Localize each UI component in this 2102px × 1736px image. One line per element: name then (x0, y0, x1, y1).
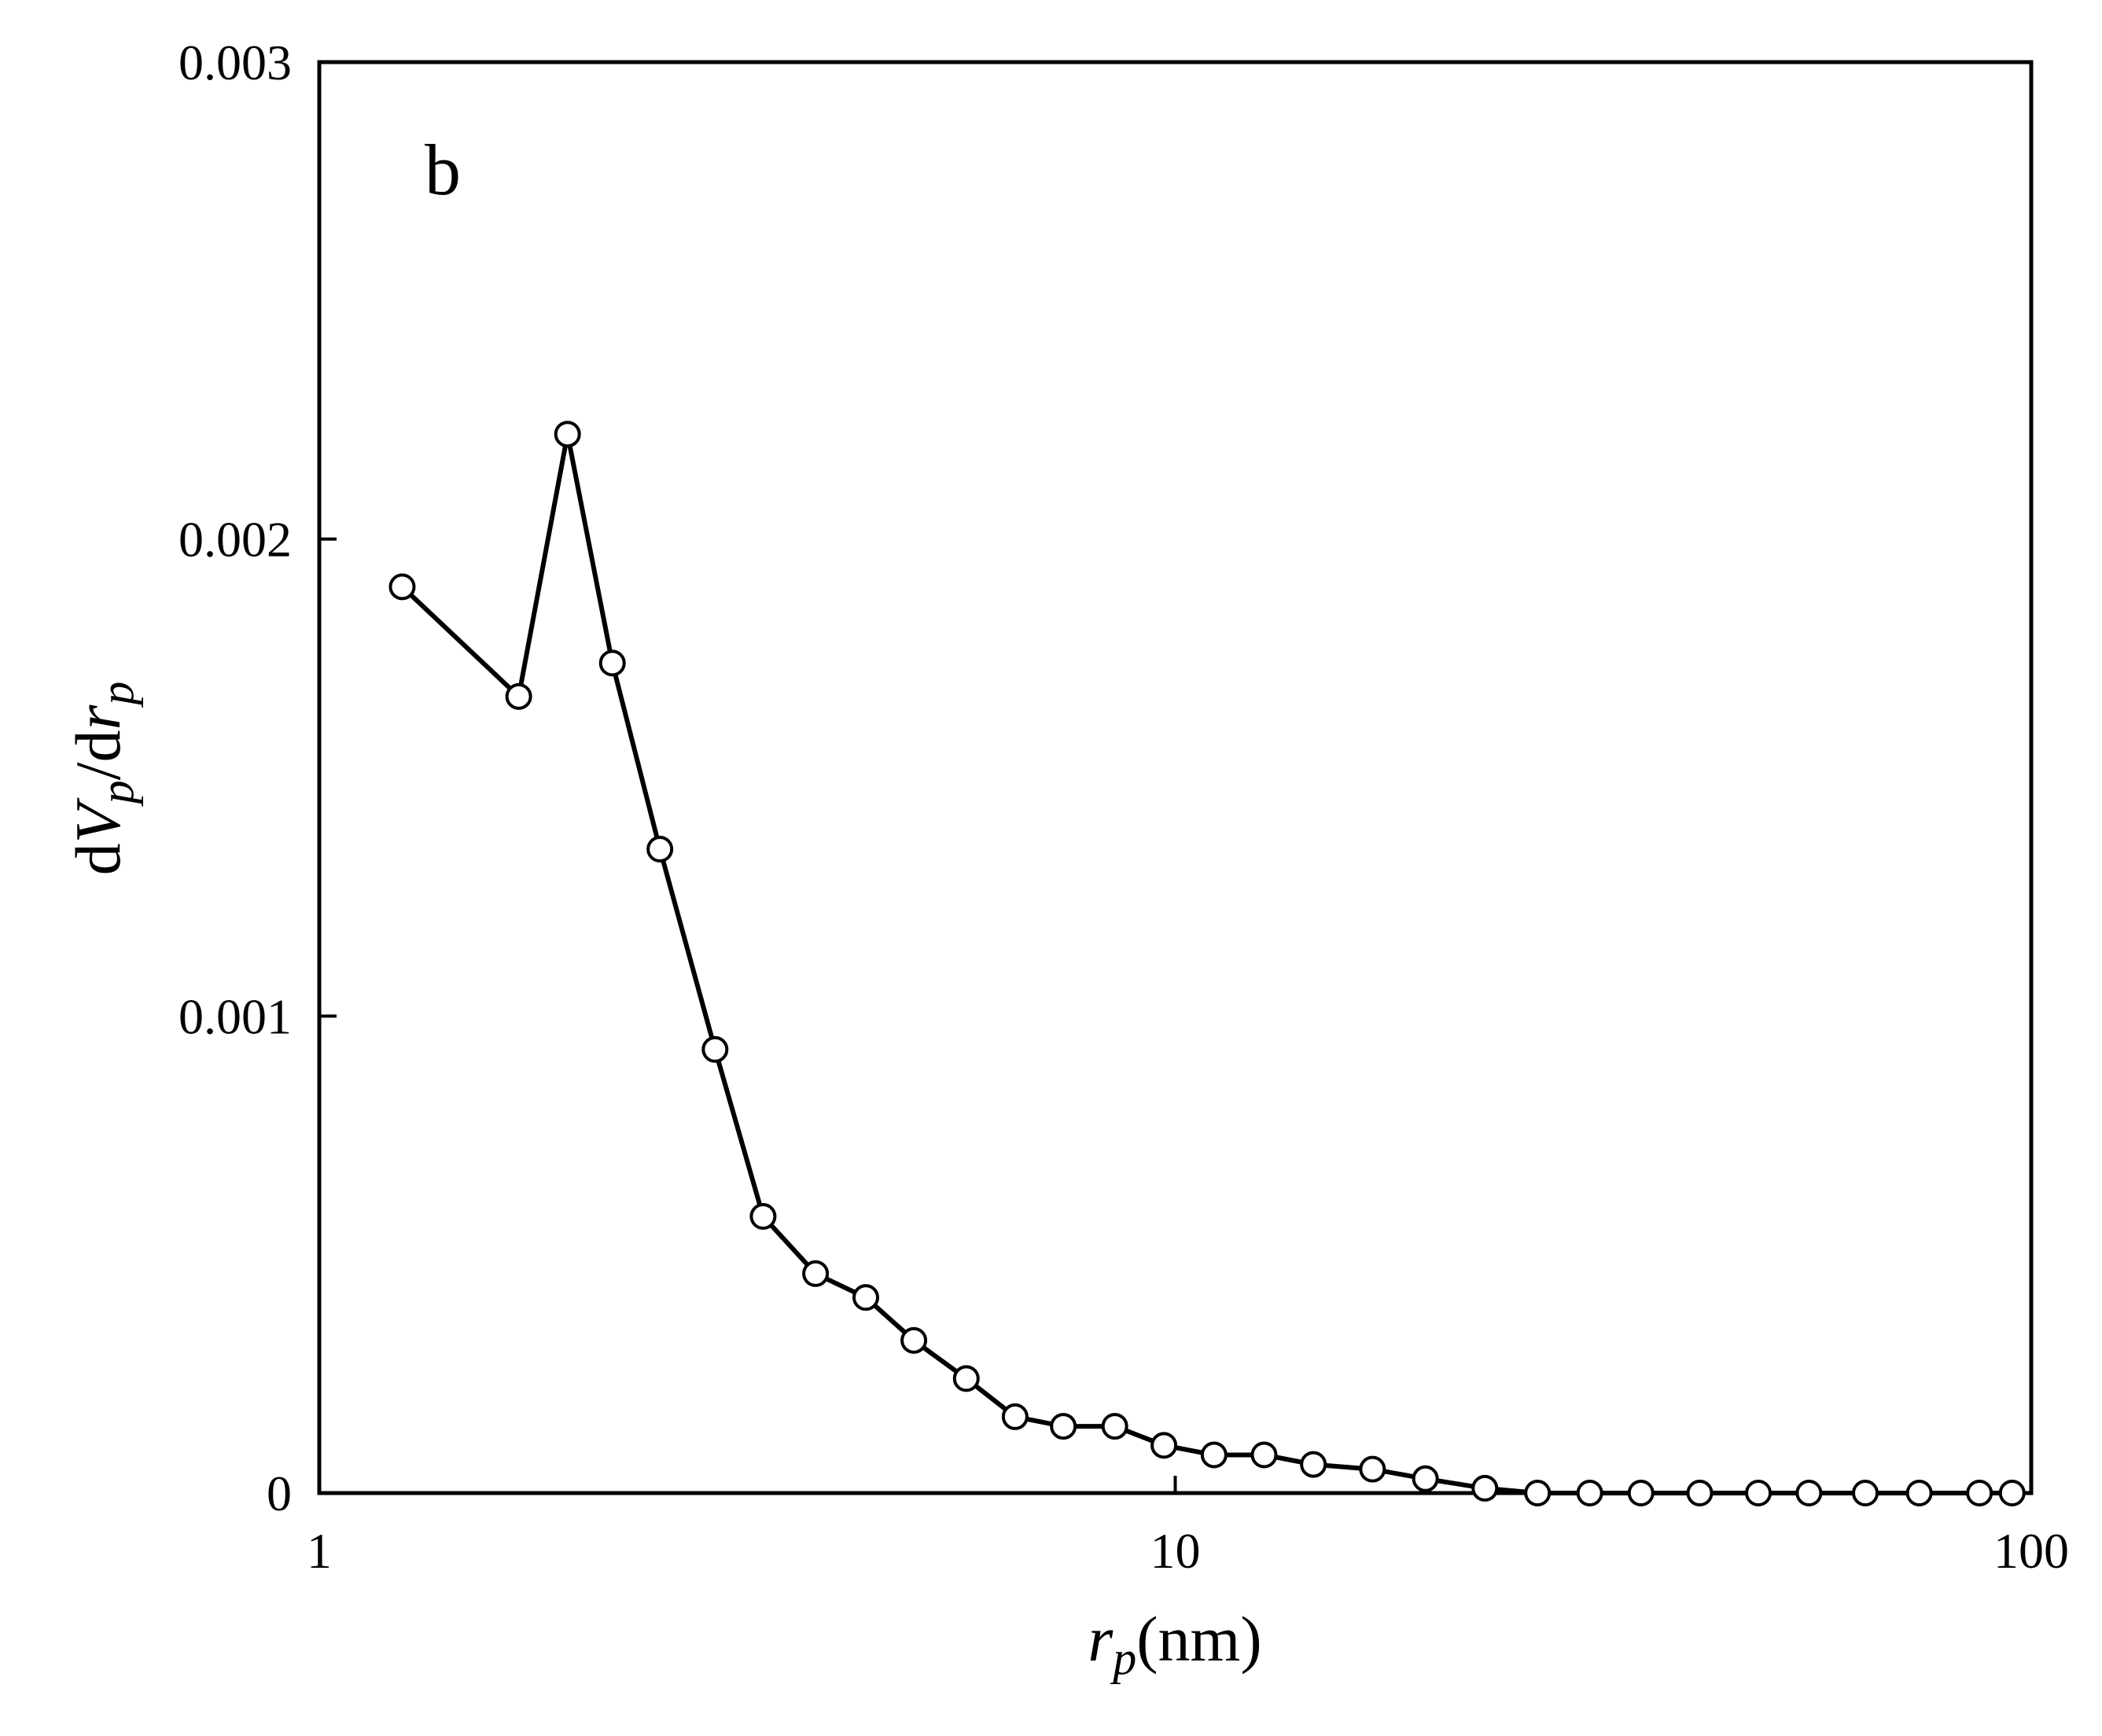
axis-title-part: V (62, 797, 134, 843)
data-point-marker (1795, 1480, 1823, 1506)
data-point-marker (952, 1365, 980, 1392)
data-point-marker (749, 1203, 777, 1230)
axis-title-part: p (1110, 1632, 1136, 1684)
data-point-marker (505, 682, 532, 710)
data-point-marker (1745, 1480, 1773, 1506)
data-point-marker (900, 1326, 928, 1354)
y-tick-label: 0.001 (179, 988, 292, 1044)
panel-label: b (425, 130, 461, 210)
data-point-marker (1101, 1413, 1128, 1440)
axis-title-part: p (91, 780, 143, 807)
data-point-marker (802, 1260, 830, 1287)
data-point-marker (1686, 1480, 1714, 1506)
data-point-marker (1905, 1480, 1933, 1506)
data-point-marker (1998, 1480, 2026, 1506)
data-point-marker (1576, 1480, 1603, 1506)
data-point-marker (1412, 1465, 1439, 1492)
plot-frame (317, 60, 2034, 1495)
data-point-marker (701, 1035, 729, 1063)
data-point-marker (1966, 1480, 1993, 1506)
data-point-marker (1359, 1455, 1386, 1483)
x-axis-title: rp(nm) (1088, 1603, 1261, 1684)
y-tick-label: 0 (267, 1466, 292, 1521)
x-tick-label: 1 (307, 1523, 332, 1579)
axis-title-part: (nm) (1136, 1603, 1261, 1675)
y-tick-label: 0.002 (179, 512, 292, 568)
axis-title-part: d (62, 843, 134, 875)
data-point-marker (1200, 1441, 1228, 1469)
data-point-marker (598, 649, 626, 677)
axis-title-part: r (1088, 1603, 1114, 1675)
axis-title-part: r (62, 704, 134, 730)
data-point-marker (388, 573, 416, 601)
x-axis-ticks: 1 10 100 (307, 1476, 2069, 1579)
series-layer (388, 421, 2026, 1506)
data-point-marker (1471, 1474, 1499, 1502)
x-tick-label: 100 (1993, 1523, 2069, 1579)
axis-title-part: /d (62, 730, 134, 781)
data-point-marker (1001, 1403, 1029, 1430)
data-point-marker (646, 836, 674, 862)
y-axis-title: dVp/drp (62, 682, 143, 876)
data-point-marker (1524, 1480, 1552, 1506)
x-tick-label: 10 (1150, 1523, 1201, 1579)
data-point-marker (554, 421, 581, 448)
y-tick-label: 0.003 (179, 35, 292, 90)
data-point-marker (1627, 1480, 1655, 1506)
data-point-marker (1150, 1432, 1178, 1459)
data-point-marker (1852, 1480, 1879, 1506)
data-point-marker (1250, 1441, 1278, 1469)
data-point-marker (1050, 1413, 1077, 1440)
data-point-marker (852, 1284, 879, 1311)
y-axis-ticks: 0 0.001 0.002 0.003 (179, 35, 337, 1521)
series-line (400, 432, 2012, 1495)
data-point-marker (1300, 1451, 1327, 1478)
axis-title-part: p (91, 682, 143, 708)
